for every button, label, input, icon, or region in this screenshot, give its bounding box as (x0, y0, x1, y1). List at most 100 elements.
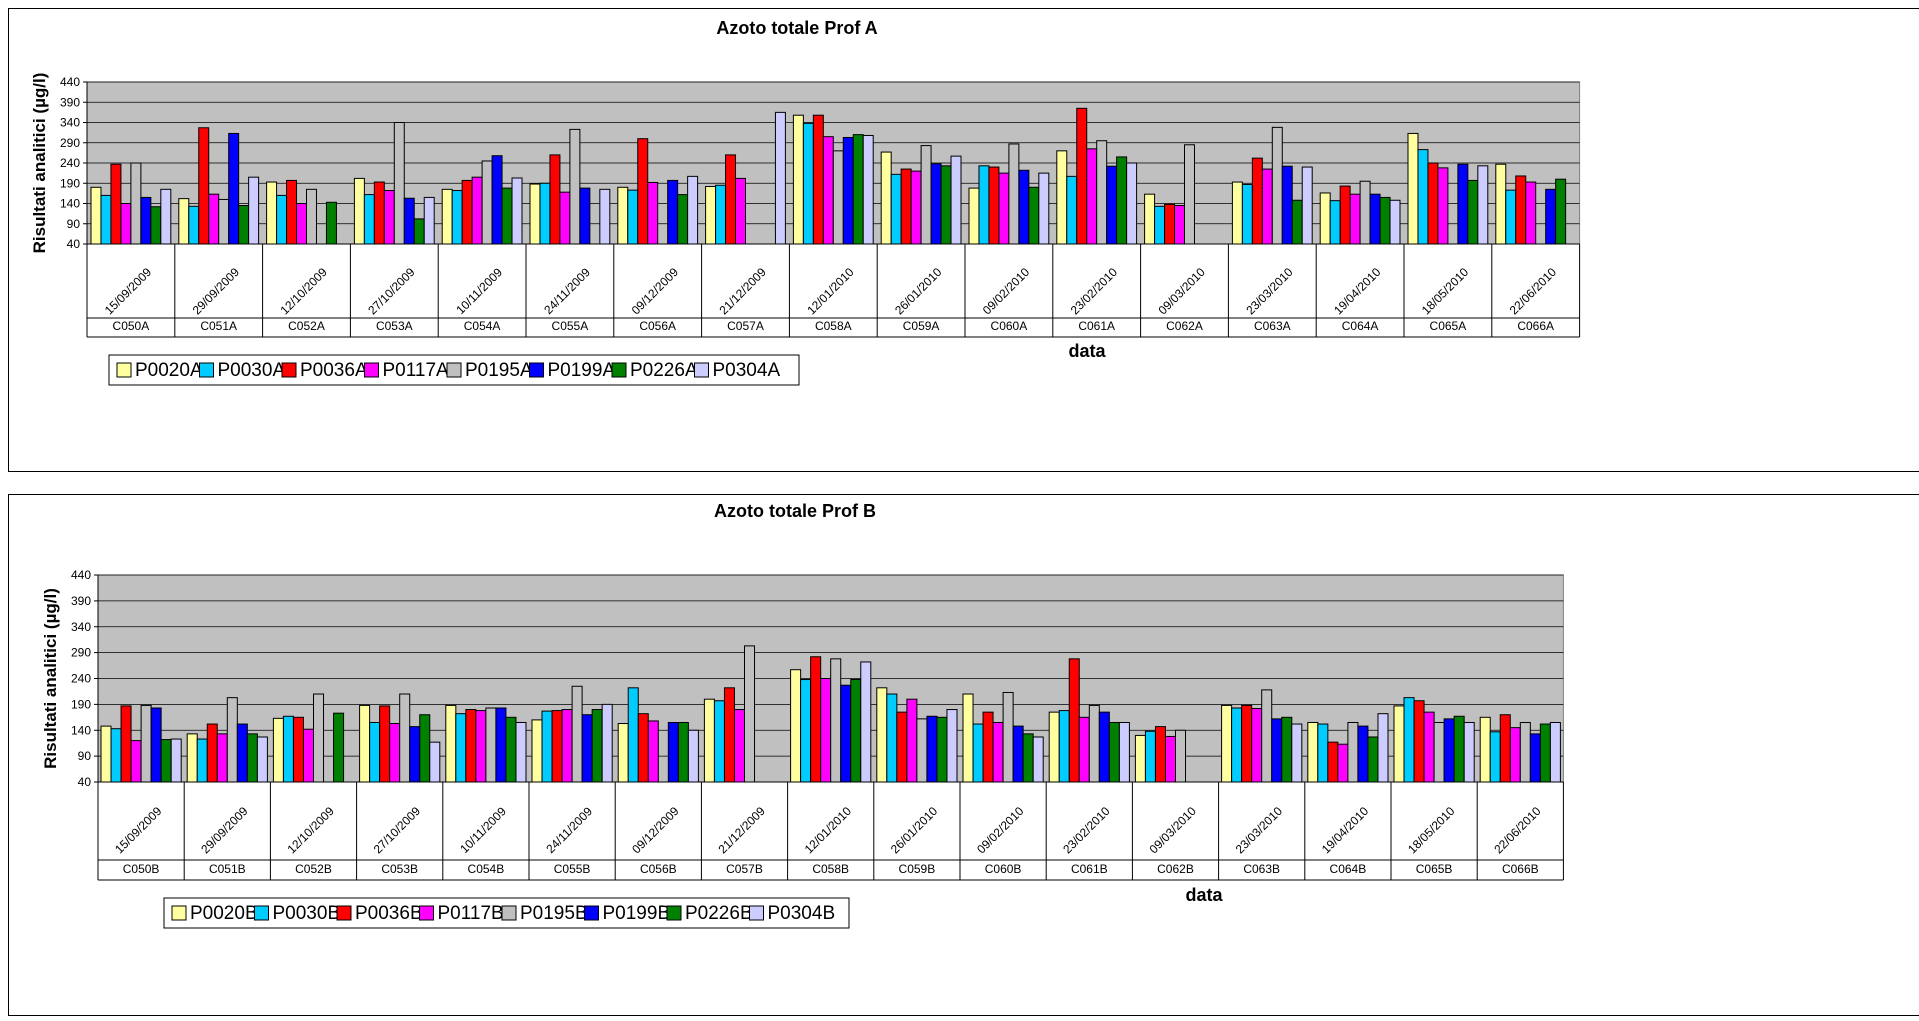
bar (1489, 731, 1501, 783)
legend-label: P0020B (190, 903, 258, 924)
bar (186, 733, 198, 783)
bar (1393, 705, 1405, 783)
bar (549, 154, 561, 245)
bar (282, 715, 294, 783)
bar (1048, 711, 1060, 783)
x-code-label: C050A (113, 319, 150, 333)
bar (677, 721, 689, 783)
bar (170, 738, 182, 783)
bar (296, 203, 307, 245)
bar (860, 661, 872, 783)
bar (1529, 733, 1541, 783)
bar (120, 705, 132, 783)
bar (150, 707, 162, 783)
legend-label: P0030A (218, 360, 286, 381)
bar (218, 198, 230, 245)
x-date-label: 23/03/2010 (1233, 804, 1286, 857)
x-date-label: 09/12/2009 (629, 804, 682, 857)
bar (1477, 165, 1489, 245)
bar (403, 197, 415, 245)
bar (647, 181, 659, 245)
bar (505, 716, 517, 783)
bar (491, 155, 503, 245)
bar (353, 177, 365, 245)
bar (393, 122, 405, 245)
legend-swatch (501, 905, 517, 921)
legend-swatch (419, 905, 434, 921)
bar (1357, 725, 1369, 783)
bar (226, 697, 238, 783)
x-date-label: 22/06/2010 (1491, 804, 1544, 857)
bar (501, 187, 513, 245)
bar (850, 679, 862, 783)
bar (581, 714, 593, 783)
x-date-label: 19/04/2010 (1331, 265, 1384, 318)
bar (982, 711, 994, 783)
bar (1118, 721, 1130, 783)
bar (465, 709, 477, 783)
bar (1002, 691, 1014, 783)
bar (1174, 205, 1186, 245)
bar (256, 736, 268, 783)
y-tick-label: 340 (71, 620, 91, 634)
x-date-label: 09/12/2009 (629, 265, 682, 318)
bar (1241, 183, 1253, 245)
bar (687, 729, 699, 783)
bar (238, 205, 250, 245)
bar (445, 704, 457, 783)
legend-swatch (694, 362, 709, 378)
y-tick-label: 90 (78, 749, 92, 763)
x-code-label: C055A (552, 319, 589, 333)
x-code-label: C062A (1166, 319, 1203, 333)
bar (461, 179, 473, 245)
bar (1221, 704, 1233, 783)
bar (359, 704, 371, 783)
bar (637, 138, 649, 245)
bar (1028, 186, 1040, 245)
bar (1369, 193, 1381, 245)
legend-label: P0226B (685, 903, 753, 924)
y-tick-label: 440 (60, 75, 80, 89)
legend-label: P0199B (603, 903, 671, 924)
bar (515, 721, 527, 783)
bar (1407, 132, 1419, 245)
x-code-label: C058A (815, 319, 852, 333)
bar (379, 705, 391, 783)
bar (862, 134, 874, 245)
bar (110, 163, 122, 245)
bar (511, 177, 523, 245)
legend-swatch (529, 362, 544, 378)
y-tick-label: 190 (71, 697, 91, 711)
chart-title: Azoto totale Prof B (714, 501, 876, 521)
legend-label: P0304A (713, 360, 781, 381)
bar (820, 678, 832, 783)
bar (1251, 708, 1263, 783)
y-axis-label: Risultati analitici (µg/l) (30, 73, 49, 254)
bar (1184, 144, 1195, 245)
bar (306, 188, 317, 245)
x-code-label: C064A (1342, 319, 1379, 333)
bar (1164, 203, 1176, 245)
bar (1056, 150, 1068, 245)
bar (1108, 721, 1120, 783)
x-date-label: 21/12/2009 (716, 265, 769, 318)
x-date-label: 21/12/2009 (715, 804, 768, 857)
bar (206, 723, 218, 783)
legend-swatch (446, 362, 462, 378)
bar (667, 721, 679, 783)
x-date-label: 27/10/2009 (371, 804, 424, 857)
bar (409, 726, 421, 783)
legend-label: P0030B (273, 903, 341, 924)
bar (1231, 707, 1243, 783)
bar (1175, 729, 1187, 783)
bar (1038, 172, 1050, 245)
bar (1154, 726, 1166, 783)
x-axis-label: data (1185, 885, 1223, 905)
legend-label: P0304B (768, 903, 836, 924)
bar (551, 710, 563, 783)
bar (1329, 200, 1341, 245)
bar (1545, 188, 1557, 245)
legend-swatch (584, 905, 599, 921)
bar (1515, 175, 1527, 245)
x-date-label: 24/11/2009 (543, 804, 595, 856)
